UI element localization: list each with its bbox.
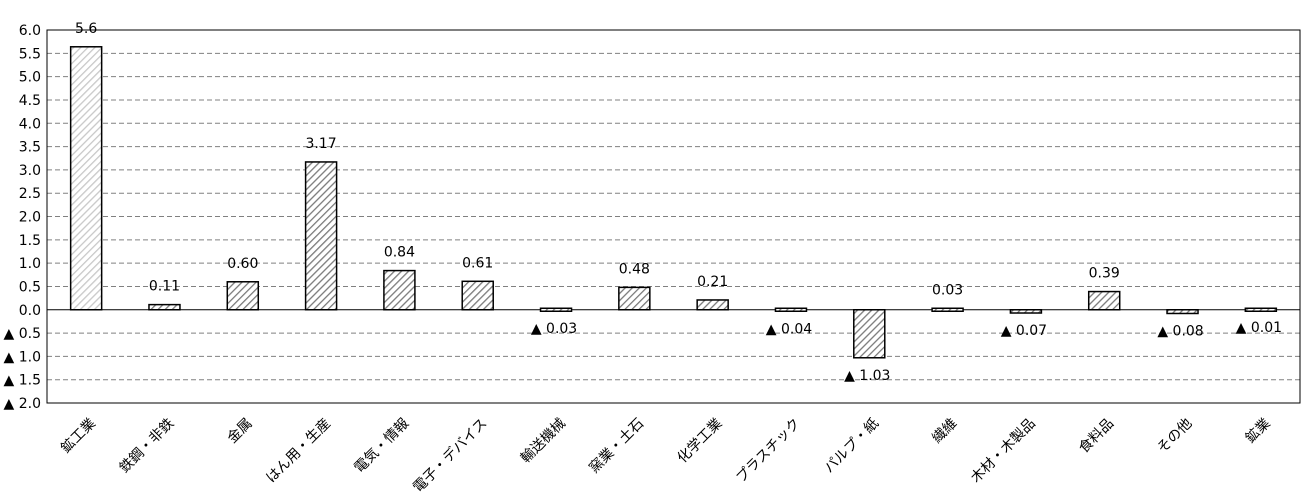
data-label: ▲ 1.03 xyxy=(844,368,890,384)
category-label: 電子・デバイス xyxy=(410,415,491,496)
category-label: 鉄鋼・非鉄 xyxy=(116,416,177,477)
data-label: 0.39 xyxy=(1089,266,1120,282)
y-tick-label: 3.5 xyxy=(19,140,41,156)
category-label: パルプ・紙 xyxy=(821,416,882,477)
bar xyxy=(1087,290,1121,311)
bar xyxy=(1166,309,1199,315)
plot-area-border xyxy=(46,29,1301,404)
bar xyxy=(304,161,338,311)
y-tick-label: 0.5 xyxy=(19,279,41,295)
data-label: ▲ 0.03 xyxy=(531,321,577,337)
category-label: その他 xyxy=(1154,416,1195,457)
data-label: 0.11 xyxy=(149,279,180,295)
y-tick-label: 2.0 xyxy=(19,210,41,226)
y-tick-label: 2.5 xyxy=(19,186,41,202)
data-label: ▲ 0.04 xyxy=(766,322,812,338)
bar xyxy=(931,307,964,312)
data-label: 0.60 xyxy=(227,256,258,272)
category-label: 電気・情報 xyxy=(351,416,412,477)
bar xyxy=(853,309,886,359)
data-label: 0.03 xyxy=(932,282,963,298)
bar xyxy=(383,269,416,311)
y-tick-label: ▲ 0.5 xyxy=(4,326,41,342)
bar xyxy=(696,299,729,311)
category-label: 金属 xyxy=(224,416,255,447)
data-label: ▲ 0.08 xyxy=(1157,323,1203,339)
y-tick-label: 3.0 xyxy=(19,163,41,179)
bar xyxy=(1244,307,1278,312)
plot-frame xyxy=(46,29,1301,404)
data-label: ▲ 0.01 xyxy=(1236,320,1282,336)
data-label: 5.6 xyxy=(75,21,97,37)
y-tick-label: 4.0 xyxy=(19,116,41,132)
y-tick-label: 1.5 xyxy=(19,233,41,249)
data-label: 3.17 xyxy=(306,136,337,152)
category-label: 木材・木製品 xyxy=(968,416,1039,487)
category-label: 鉱工業 xyxy=(57,415,99,457)
y-tick-label: 5.5 xyxy=(19,46,41,62)
y-tick-label: ▲ 2.0 xyxy=(4,396,41,412)
category-label: プラスチック xyxy=(733,416,804,487)
bar xyxy=(774,307,808,312)
bar xyxy=(618,286,651,311)
data-label: 0.84 xyxy=(384,245,415,261)
category-label: 窯業・土石 xyxy=(586,415,648,477)
category-label: 食料品 xyxy=(1075,415,1117,457)
data-label: 0.21 xyxy=(697,274,728,290)
data-labels: 5.6 0.11 0.60 3.17 0.84 0.61 ▲ 0.03 0.48 0.21 ▲ 0… xyxy=(75,21,1282,384)
y-tick-label: ▲ 1.0 xyxy=(4,349,41,365)
y-axis-ticks: 6.0 5.5 5.0 4.5 4.0 3.5 3.0 2.5 2.0 1.5 1.0 0.5 0.0 ▲… xyxy=(4,23,41,412)
category-label: 化学工業 xyxy=(675,416,726,467)
y-tick-label: 6.0 xyxy=(19,23,41,39)
y-tick-label: ▲ 1.5 xyxy=(4,373,41,389)
data-label: ▲ 0.07 xyxy=(1001,323,1047,339)
bar xyxy=(1009,309,1043,314)
y-tick-label: 5.0 xyxy=(19,70,41,86)
y-tick-label: 4.5 xyxy=(19,93,41,109)
data-label: 0.61 xyxy=(462,255,493,271)
y-tick-label: 0.0 xyxy=(19,303,41,319)
gridlines xyxy=(47,29,1300,404)
category-label: 鉱業 xyxy=(1242,415,1274,447)
bar xyxy=(148,303,181,311)
bar xyxy=(69,46,103,311)
bars xyxy=(69,46,1278,359)
category-label: 輸送機械 xyxy=(518,416,569,467)
bar xyxy=(461,280,494,311)
category-label: 繊維 xyxy=(929,416,960,447)
category-label: はん用・生産 xyxy=(263,416,334,487)
y-tick-label: 1.0 xyxy=(19,256,41,272)
data-label: 0.48 xyxy=(619,261,650,277)
bar xyxy=(539,307,573,312)
bar xyxy=(226,281,260,311)
